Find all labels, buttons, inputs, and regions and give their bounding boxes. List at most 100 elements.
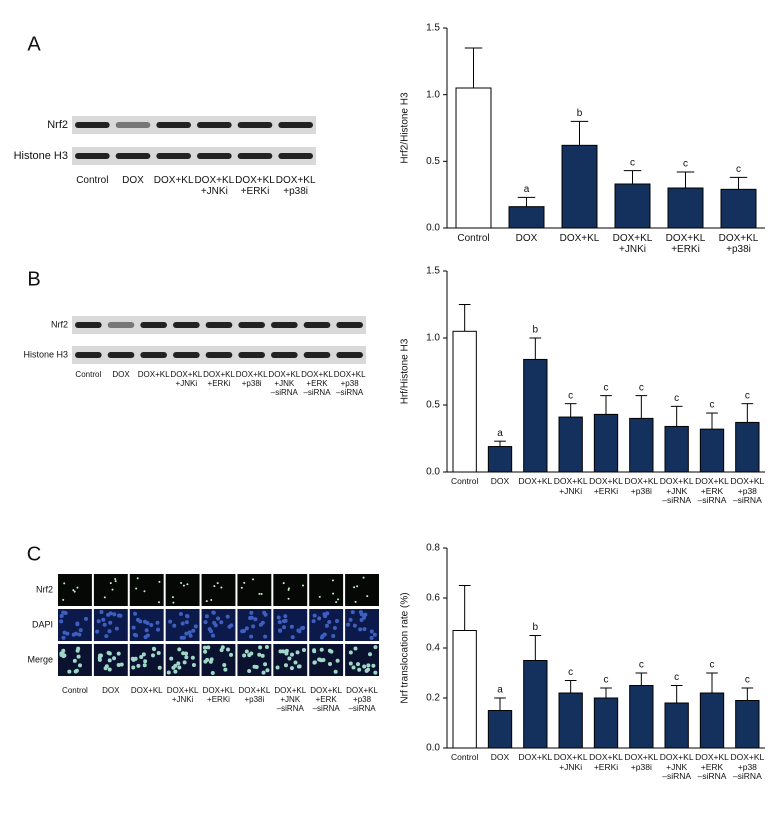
x-tick-label: DOX+KL +JNKi <box>553 752 588 772</box>
bar-annotation: c <box>639 382 644 393</box>
cell <box>276 615 281 620</box>
lane-label: DOX+KL +ERKi <box>203 370 235 388</box>
cell <box>205 600 208 603</box>
cell <box>209 657 214 662</box>
cell <box>362 664 367 669</box>
bar-annotation: b <box>577 108 583 119</box>
cell <box>61 610 66 615</box>
lane-label: DOX+KL +p38i <box>238 686 271 704</box>
bar <box>558 416 583 473</box>
micrograph <box>273 609 308 641</box>
x-tick-label: DOX+KL +p38i <box>718 233 759 255</box>
cell <box>260 653 265 658</box>
cell <box>312 613 317 618</box>
cell <box>152 647 157 652</box>
blot-row-label: Nrf2 <box>47 119 68 131</box>
cell <box>261 670 266 675</box>
cell <box>327 619 332 624</box>
y-tick-label: 0.8 <box>426 543 440 554</box>
x-tick-label: DOX+KL +ERKi <box>589 476 623 496</box>
bar-annotation: a <box>497 685 503 696</box>
y-tick-label: 0.0 <box>426 743 440 754</box>
blot-strip <box>72 147 316 165</box>
x-tick-label: Control <box>450 476 479 486</box>
cell <box>216 582 219 585</box>
blot-band <box>303 322 331 328</box>
x-tick-label: DOX+KL +ERK –siRNA <box>695 752 729 781</box>
bar <box>523 358 548 473</box>
y-tick-label: 0.0 <box>426 467 440 478</box>
cell <box>181 651 186 656</box>
cell <box>295 650 300 655</box>
cell <box>283 618 288 623</box>
cell <box>225 614 230 619</box>
cell <box>317 657 322 662</box>
cell <box>188 633 193 638</box>
x-tick-label: DOX+KL +p38i <box>624 476 659 496</box>
bar-annotation: c <box>710 400 715 411</box>
cell <box>223 667 228 672</box>
lane-label: DOX+KL +JNK –siRNA <box>274 686 307 713</box>
cell <box>358 627 363 632</box>
bar-annotation: c <box>604 675 609 686</box>
cell <box>264 645 269 650</box>
cell <box>251 624 256 629</box>
micrograph <box>273 574 308 606</box>
bar <box>487 446 513 473</box>
cell <box>216 616 221 621</box>
cell <box>144 628 149 633</box>
cell <box>186 583 189 586</box>
cell <box>357 667 362 672</box>
cell <box>108 620 113 625</box>
cell <box>287 597 290 600</box>
cell <box>358 610 363 615</box>
cell <box>366 663 371 668</box>
cell <box>311 619 316 624</box>
cell <box>275 665 280 670</box>
cell <box>107 658 112 663</box>
cell <box>119 662 124 667</box>
micrograph <box>345 574 379 606</box>
blot-band <box>107 322 135 328</box>
cell <box>202 645 207 650</box>
cell <box>136 577 139 580</box>
cell <box>173 669 178 674</box>
cell <box>287 656 292 661</box>
cell <box>325 611 330 616</box>
cell <box>184 631 189 636</box>
cell <box>112 656 117 661</box>
cell <box>104 664 109 669</box>
bar <box>487 710 513 749</box>
cell <box>136 663 141 668</box>
cell <box>135 617 140 622</box>
y-tick-label: 1.0 <box>426 333 440 344</box>
cell <box>73 631 78 636</box>
bar <box>667 187 704 229</box>
cell <box>177 665 182 670</box>
blot-band <box>173 322 200 328</box>
cell <box>327 648 332 653</box>
x-tick-label: DOX+KL <box>559 233 600 244</box>
blot-row-label: Histone H3 <box>14 150 68 162</box>
y-tick-label: 0.5 <box>426 156 440 167</box>
cell <box>369 629 374 634</box>
cell <box>111 588 114 591</box>
cell <box>67 669 72 674</box>
cell <box>282 625 287 630</box>
blot-band <box>115 122 151 128</box>
cell <box>109 582 112 585</box>
cell <box>352 623 357 628</box>
cell <box>248 616 253 621</box>
cell <box>76 654 81 659</box>
cell <box>258 645 263 650</box>
cell <box>249 610 254 615</box>
cell <box>102 622 107 627</box>
cell <box>262 610 267 615</box>
lane-label: DOX <box>102 686 120 695</box>
panel-letter: C <box>27 543 41 565</box>
blot-band <box>237 153 273 159</box>
cell <box>366 595 369 598</box>
bar-annotation: c <box>674 672 679 683</box>
cell <box>287 587 290 590</box>
bar-annotation: b <box>533 622 539 633</box>
